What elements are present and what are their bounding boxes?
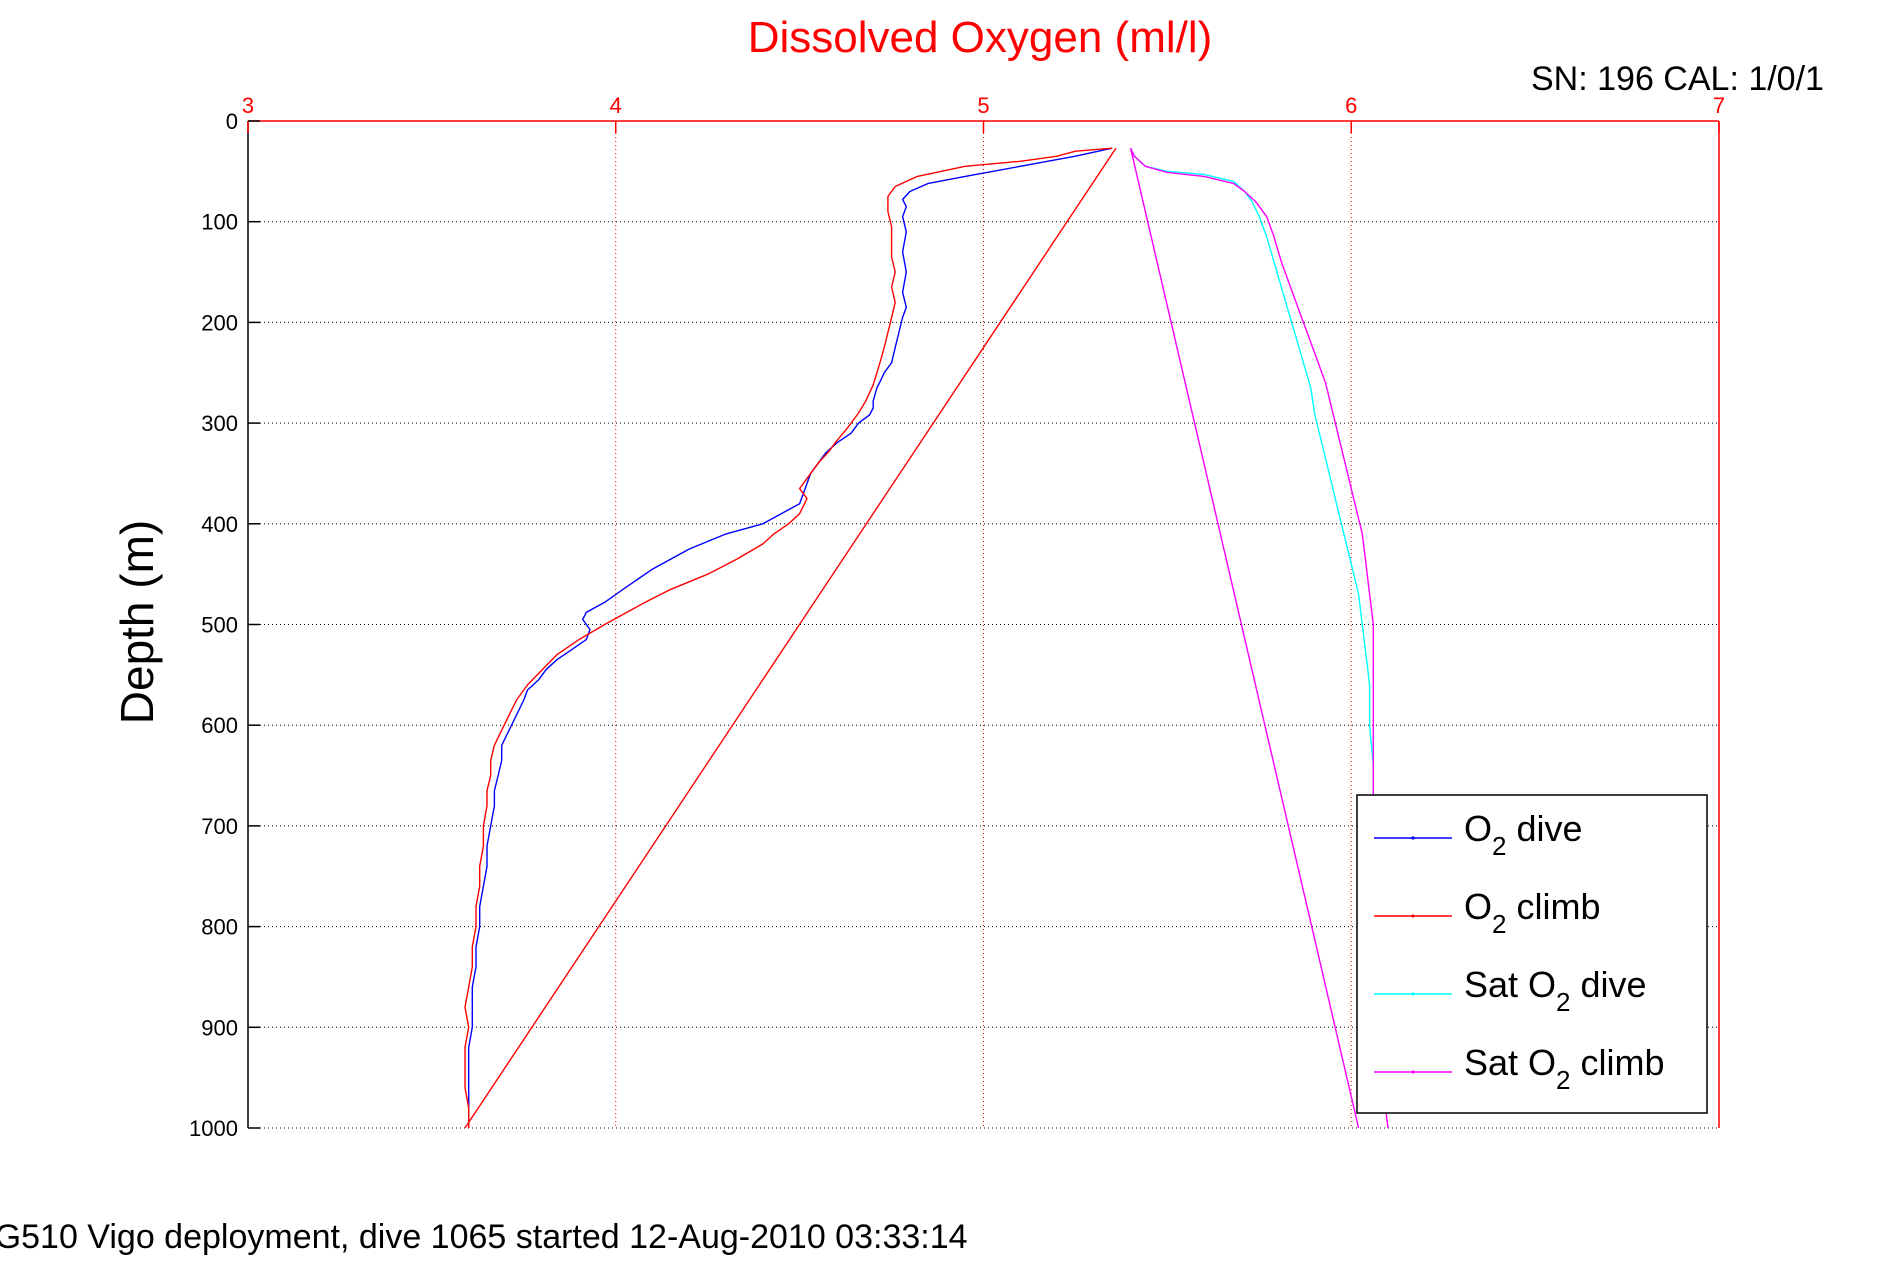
legend-label-text: Sat O	[1464, 964, 1556, 1005]
legend-label-subscript: 2	[1556, 1065, 1570, 1095]
legend-label: Sat O2 dive	[1464, 964, 1647, 1017]
legend-label-text: Sat O	[1464, 1042, 1556, 1083]
legend-label-text: dive	[1506, 808, 1582, 849]
y-tick-label: 800	[201, 915, 238, 940]
y-tick-label: 600	[201, 713, 238, 738]
x-tick-label: 5	[977, 93, 989, 118]
series-line-2	[1129, 147, 1375, 796]
serial-label: SN: 196 CAL: 1/0/1	[1531, 60, 1824, 98]
legend-label: O2 climb	[1464, 886, 1601, 939]
legend-marker	[1411, 992, 1415, 996]
y-axis-label: Depth (m)	[111, 520, 163, 724]
series-line-1	[464, 147, 1113, 1128]
y-tick-label: 700	[201, 814, 238, 839]
series-line-5	[1129, 148, 1360, 1129]
series-line-0	[468, 147, 1113, 1128]
legend-label-subscript: 2	[1492, 909, 1506, 939]
y-tick-label: 200	[201, 310, 238, 335]
legend-label-subscript: 2	[1556, 987, 1570, 1017]
y-tick-label: 0	[226, 109, 238, 134]
legend-marker	[1411, 914, 1415, 918]
x-tick-label: 7	[1713, 93, 1725, 118]
x-tick-label: 4	[610, 93, 622, 118]
y-tick-label: 500	[201, 613, 238, 638]
legend-label-subscript: 2	[1492, 831, 1506, 861]
legend-label-text: O	[1464, 808, 1492, 849]
legend-label-text: O	[1464, 886, 1492, 927]
legend-label: O2 dive	[1464, 808, 1583, 861]
axes: 3 4 5 6 7 0 100 200 300 400 500 600 700 800 900 1000	[189, 93, 1725, 1141]
y-tick-label: 100	[201, 210, 238, 235]
series-lines	[464, 147, 1389, 1129]
x-tick-label: 3	[242, 93, 254, 118]
chart-title: Dissolved Oxygen (ml/l)	[748, 13, 1213, 62]
legend-marker	[1411, 836, 1415, 840]
x-tick-label: 6	[1345, 93, 1357, 118]
legend-label-text: climb	[1506, 886, 1600, 927]
series-line-4	[464, 147, 1117, 1129]
y-tick-label: 400	[201, 512, 238, 537]
legend-label: Sat O2 climb	[1464, 1042, 1665, 1095]
legend-marker	[1411, 1070, 1415, 1074]
y-tick-label: 1000	[189, 1116, 238, 1141]
legend-box	[1356, 794, 1708, 1114]
y-tick-label: 900	[201, 1015, 238, 1040]
footer-caption: SG510 Vigo deployment, dive 1065 started…	[0, 1218, 968, 1256]
legend-label-text: dive	[1571, 964, 1647, 1005]
legend-label-text: climb	[1571, 1042, 1665, 1083]
y-tick-label: 300	[201, 411, 238, 436]
